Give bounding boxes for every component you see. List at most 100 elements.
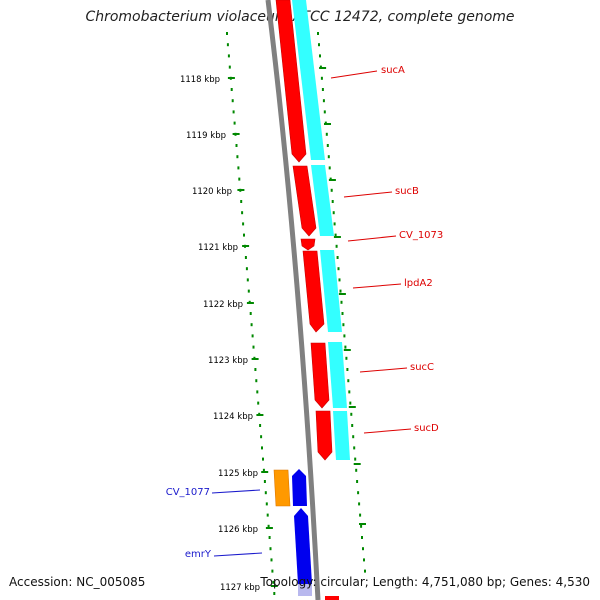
inner-ruler-dot [268, 536, 271, 539]
outer-ruler-dot [359, 513, 362, 517]
CV_1077-feature[interactable] [273, 469, 291, 507]
outer-ruler-dot [354, 457, 357, 461]
outer-ruler-dot [320, 76, 323, 80]
inner-major-tick [242, 245, 250, 247]
inner-ruler-dot [272, 580, 275, 584]
outer-ruler-dot [330, 188, 333, 192]
outer-ruler-dot [341, 312, 344, 315]
outer-ruler-dot [339, 289, 342, 293]
outer-major-tick [343, 349, 351, 351]
inner-ruler-dot [247, 289, 250, 293]
inner-ruler-dot [228, 65, 231, 69]
outer-ruler-dot [356, 480, 359, 483]
inner-ruler-dot [257, 401, 260, 405]
inner-major-tick [227, 77, 235, 79]
outer-ruler-dot [358, 502, 361, 506]
inner-ruler-dot [273, 592, 276, 595]
inner-ruler-dot [260, 435, 263, 439]
bottom-red-feature[interactable] [325, 596, 339, 600]
outer-ruler-dot [363, 558, 365, 562]
outer-ruler-dot [343, 334, 346, 338]
outer-ruler-dot [317, 32, 319, 35]
outer-major-tick [328, 179, 336, 181]
lpdA2-feature[interactable] [302, 250, 325, 333]
gene-label-CV_1073[interactable]: CV_1073 [399, 230, 443, 241]
outer-ruler-dot [336, 256, 339, 259]
inner-major-tick [246, 302, 254, 304]
rna-track [292, 0, 350, 460]
sucD-feature[interactable] [315, 410, 333, 461]
lpdA2-rna-feature[interactable] [320, 250, 342, 332]
inner-ruler-dot [265, 502, 268, 506]
outer-ruler-dot [357, 491, 360, 495]
sucB-feature[interactable] [292, 165, 317, 237]
outer-ruler-dot [319, 54, 321, 58]
inner-ruler-dot [249, 312, 252, 315]
outer-ruler-dot [338, 278, 341, 282]
inner-ruler-dot [251, 334, 254, 338]
sucC-connector [359, 367, 408, 373]
sucB-rna-feature[interactable] [311, 165, 334, 236]
label-connectors [211, 70, 412, 557]
outer-ruler-dot [364, 569, 366, 573]
inner-ruler-dot [267, 524, 270, 528]
gene-label-CV_1077[interactable]: CV_1077 [166, 487, 210, 498]
inner-major-tick [270, 585, 278, 587]
sucD-rna-feature[interactable] [333, 411, 350, 460]
outer-ruler-dot [328, 166, 331, 170]
emrY-fade-feature [298, 584, 312, 596]
gene-label-emrY[interactable]: emrY [185, 549, 212, 560]
outer-major-tick [353, 463, 361, 465]
gene-label-sucC[interactable]: sucC [410, 362, 434, 373]
inner-ruler-dot [264, 491, 267, 495]
outer-ruler-dot [353, 446, 356, 450]
lpdA2-connector [352, 283, 402, 289]
gene-label-sucA[interactable]: sucA [381, 65, 405, 76]
outer-ruler-dot [348, 390, 351, 394]
CV_1073-connector [347, 235, 397, 242]
scale-label-1118: 1118 kbp [180, 75, 220, 85]
scale-ticks [227, 67, 366, 587]
inner-ruler-dot [244, 256, 247, 259]
inner-ruler-dot [270, 558, 273, 562]
inner-ruler-dot [240, 200, 243, 203]
sucA-feature[interactable] [275, 0, 307, 163]
inner-ruler-dot [263, 480, 266, 483]
scale-label-1121: 1121 kbp [198, 243, 238, 253]
outer-ruler-dot [351, 424, 354, 427]
inner-ruler-dot [262, 457, 264, 461]
outer-ruler-dot [325, 132, 328, 136]
gene-label-sucD[interactable]: sucD [414, 423, 439, 434]
outer-ruler-dot [318, 43, 320, 47]
outer-ruler-dot [350, 412, 353, 416]
inner-ruler-dot [233, 121, 236, 125]
scale-label-1119: 1119 kbp [186, 131, 226, 141]
scale-label-1120: 1120 kbp [192, 187, 232, 197]
outer-major-tick [348, 406, 356, 408]
outer-ruler-dot [326, 144, 329, 147]
inner-ruler-dot [230, 88, 233, 91]
outer-ruler-dot [334, 233, 337, 237]
outer-ruler-dot [345, 356, 348, 360]
gene-label-sucB[interactable]: sucB [395, 186, 419, 197]
gene-label-lpdA2[interactable]: lpdA2 [404, 278, 433, 289]
inner-ruler-dot [255, 379, 258, 383]
inner-major-tick [265, 527, 273, 529]
scale-label-1122: 1122 kbp [203, 300, 243, 310]
inner-ruler-dot [250, 323, 253, 327]
CV_1073-feature[interactable] [300, 238, 316, 251]
CV_1077-partner-feature[interactable] [292, 469, 307, 506]
inner-ruler-dot [227, 54, 230, 58]
inner-major-tick [237, 189, 245, 191]
cds-track-forward [275, 0, 339, 600]
outer-ruler-dot [349, 401, 352, 405]
inner-ruler-dot [269, 547, 272, 551]
inner-ruler-dot [252, 345, 255, 349]
sucC-rna-feature[interactable] [328, 342, 347, 408]
sucA-rna-feature[interactable] [292, 0, 325, 160]
sucC-feature[interactable] [310, 342, 330, 409]
outer-major-tick [333, 236, 341, 238]
inner-major-tick [261, 471, 269, 473]
emrY-feature[interactable] [294, 508, 312, 584]
